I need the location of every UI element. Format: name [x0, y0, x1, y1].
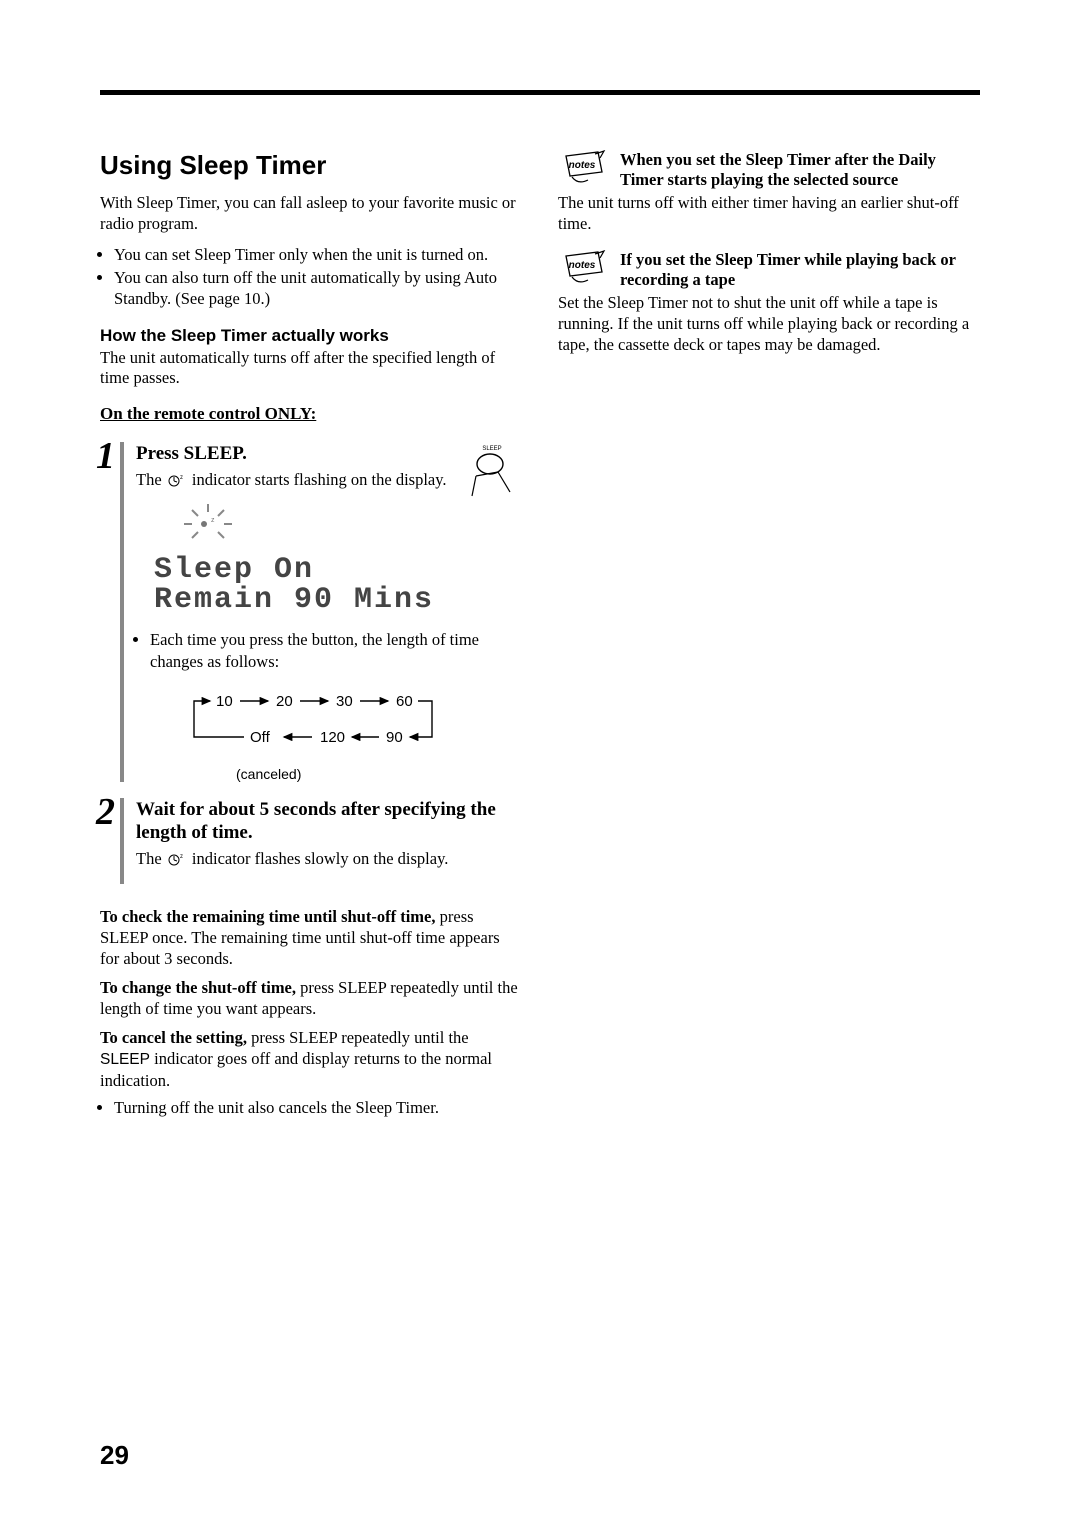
notes-icon: notes	[558, 150, 612, 191]
step1-text: The z indicator starts flashing on the d…	[136, 470, 522, 493]
tip-rest: press SLEEP repeatedly until the	[247, 1028, 469, 1047]
tip-change-time: To change the shut-off time, press SLEEP…	[100, 977, 522, 1019]
intro-text: With Sleep Timer, you can fall asleep to…	[100, 193, 522, 234]
notes-icon: notes	[558, 250, 612, 291]
canceled-label: (canceled)	[236, 766, 522, 782]
note1-body: The unit turns off with either timer hav…	[558, 193, 980, 234]
remote-only-label: On the remote control ONLY:	[100, 403, 522, 424]
txt-frag: The	[136, 470, 166, 489]
svg-text:30: 30	[336, 693, 353, 710]
step1-each-time: Each time you press the button, the leng…	[150, 629, 522, 671]
note2-title: If you set the Sleep Timer while playing…	[620, 250, 980, 290]
how-works-text: The unit automatically turns off after t…	[100, 348, 522, 389]
note2-body: Set the Sleep Timer not to shut the unit…	[558, 293, 980, 355]
display-line1: Sleep On	[154, 555, 522, 585]
intro-bullet: You can set Sleep Timer only when the un…	[114, 244, 522, 265]
svg-text:120: 120	[320, 729, 345, 746]
step-1: 1 Press SLEEP. SLEEP The z indicat	[120, 442, 522, 782]
step2-text: The z indicator flashes slowly on the di…	[136, 849, 522, 872]
display-readout: Sleep On Remain 90 Mins	[154, 555, 522, 615]
clock-sleep-icon: z	[168, 851, 186, 872]
page-number: 29	[100, 1440, 129, 1471]
note-1: notes When you set the Sleep Timer after…	[558, 150, 980, 191]
flash-indicator-graphic: z	[178, 502, 522, 551]
right-column: notes When you set the Sleep Timer after…	[558, 150, 980, 1135]
svg-text:10: 10	[216, 693, 233, 710]
svg-text:60: 60	[396, 693, 413, 710]
svg-text:Off: Off	[250, 729, 271, 746]
step1-sublist: Each time you press the button, the leng…	[136, 629, 522, 671]
txt-frag: The	[136, 849, 166, 868]
tip-check-remaining: To check the remaining time until shut-o…	[100, 906, 522, 969]
display-line2: Remain 90 Mins	[154, 585, 522, 615]
sleep-indicator-word: SLEEP	[100, 1051, 150, 1068]
cancel-bullet: Turning off the unit also cancels the Sl…	[114, 1097, 522, 1118]
svg-text:90: 90	[386, 729, 403, 746]
tip-lead: To change the shut-off time,	[100, 978, 296, 997]
intro-bullet: You can also turn off the unit automatic…	[114, 267, 522, 309]
note1-title: When you set the Sleep Timer after the D…	[620, 150, 980, 190]
step1-title: Press SLEEP.	[136, 442, 522, 466]
left-column: Using Sleep Timer With Sleep Timer, you …	[100, 150, 522, 1135]
svg-text:z: z	[211, 517, 215, 524]
step-number: 1	[96, 434, 119, 478]
tip-rest: indicator goes off and display returns t…	[100, 1049, 492, 1090]
tip-cancel: To cancel the setting, press SLEEP repea…	[100, 1027, 522, 1091]
tip-lead: To check the remaining time until shut-o…	[100, 907, 436, 926]
step-2: 2 Wait for about 5 seconds after specify…	[120, 798, 522, 884]
section-title: Using Sleep Timer	[100, 150, 522, 181]
svg-text:z: z	[180, 854, 183, 860]
txt-frag: indicator flashes slowly on the display.	[188, 849, 449, 868]
cancel-bullet-list: Turning off the unit also cancels the Sl…	[100, 1097, 522, 1118]
svg-text:notes: notes	[569, 260, 596, 271]
tip-lead: To cancel the setting,	[100, 1028, 247, 1047]
step2-title: Wait for about 5 seconds after specifyin…	[136, 798, 522, 846]
txt-frag: indicator starts flashing on the display…	[188, 470, 447, 489]
top-border-rule	[100, 90, 980, 95]
step-number: 2	[96, 790, 119, 834]
note-2: notes If you set the Sleep Timer while p…	[558, 250, 980, 291]
sleep-button-icon: SLEEP	[468, 442, 516, 507]
intro-bullet-list: You can set Sleep Timer only when the un…	[100, 244, 522, 309]
sleep-btn-caption: SLEEP	[482, 446, 501, 452]
svg-text:z: z	[180, 475, 183, 481]
svg-text:20: 20	[276, 693, 293, 710]
clock-sleep-icon: z	[168, 472, 186, 493]
svg-text:notes: notes	[569, 160, 596, 171]
how-works-heading: How the Sleep Timer actually works	[100, 326, 522, 346]
time-sequence-diagram: 10 20 30 60 Off 120 90	[172, 688, 522, 762]
